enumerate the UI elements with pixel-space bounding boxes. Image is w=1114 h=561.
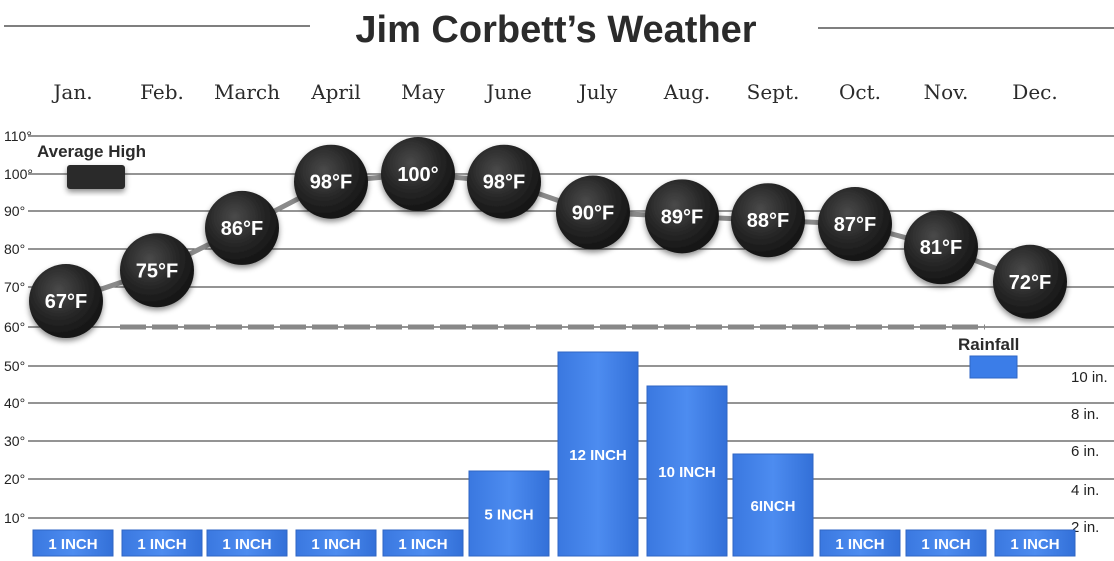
rain-bar-label: 12 INCH <box>569 447 627 464</box>
rain-tick-label: 8 in. <box>1071 406 1099 423</box>
rain-tick-label: 4 in. <box>1071 482 1099 499</box>
rain-bar-label: 1 INCH <box>1010 536 1059 553</box>
y-tick-label: 50° <box>4 358 25 374</box>
rain-bar <box>646 385 728 557</box>
rain-tick-label: 2 in. <box>1071 519 1099 536</box>
temperature-label: 89°F <box>661 206 703 228</box>
rain-bar-label: 1 INCH <box>311 536 360 553</box>
rain-bar-label: 6INCH <box>750 498 795 515</box>
y-tick-label: 100° <box>4 166 33 182</box>
month-label: Oct. <box>839 80 881 104</box>
temperature-marker <box>205 190 279 265</box>
rain-bar <box>32 529 114 557</box>
y-tick-label: 40° <box>4 395 25 411</box>
temperature-label: 75°F <box>136 260 178 282</box>
month-label: Feb. <box>140 80 184 104</box>
temperature-marker <box>120 233 194 308</box>
rain-bar <box>206 529 288 557</box>
rain-bar-label: 1 INCH <box>398 536 447 553</box>
rain-bar <box>819 529 901 557</box>
temperature-marker <box>467 144 541 219</box>
month-labels: Jan. Feb. March April May June July Aug. Sept. Oc… <box>51 80 1057 104</box>
temperature-marker <box>294 144 368 219</box>
rain-bar <box>382 529 464 557</box>
temperature-label: 67°F <box>45 291 87 313</box>
month-label: June <box>484 80 532 104</box>
rain-bar-label: 1 INCH <box>835 536 884 553</box>
temperature-label: 86°F <box>221 218 263 240</box>
rain-tick-label: 6 in. <box>1071 443 1099 460</box>
temperature-label: 72°F <box>1009 272 1051 294</box>
temperature-label: 81°F <box>920 237 962 259</box>
legend-rain-label: Rainfall <box>958 335 1019 354</box>
temperature-marker <box>381 137 455 211</box>
temperature-label: 90°F <box>572 203 614 225</box>
rain-bar-label: 1 INCH <box>48 536 97 553</box>
rain-bar <box>732 453 814 557</box>
y-tick-label: 70° <box>4 279 25 295</box>
rainfall-axis: 10 in. 8 in. 6 in. 4 in. 2 in. <box>1071 369 1108 536</box>
rain-bar <box>295 529 377 557</box>
rain-bar-label: 1 INCH <box>921 536 970 553</box>
temperature-marker <box>29 264 103 339</box>
temperature-label: 100° <box>397 164 438 186</box>
temperature-label: 88°F <box>747 210 789 232</box>
month-label: Sept. <box>747 80 800 104</box>
y-tick-label: 60° <box>4 319 25 335</box>
y-tick-label: 30° <box>4 433 25 449</box>
month-label: March <box>214 80 280 104</box>
month-label: April <box>310 80 361 104</box>
rain-bar <box>557 351 639 557</box>
temperature-label: 98°F <box>483 172 525 194</box>
temperature-label: 98°F <box>310 172 352 194</box>
month-label: Aug. <box>663 80 710 104</box>
y-tick-label: 110° <box>4 128 32 144</box>
temperature-label: 87°F <box>834 214 876 236</box>
temperature-axis: 110° 100° 90° 80° 70° 60° 50° 40° 30° 20° 10° <box>4 128 33 526</box>
chart-title: Jim Corbett’s Weather <box>355 9 756 51</box>
temperature-series: 67°F 75°F 86°F 98°F 100° 98°F 90°F 89°F 88°F 87°F… <box>29 137 1067 339</box>
legend-rain-swatch <box>969 355 1018 379</box>
temperature-marker <box>904 210 978 285</box>
rain-bar <box>994 529 1076 557</box>
y-tick-label: 80° <box>4 241 25 257</box>
temperature-marker <box>993 244 1067 319</box>
legend-high-swatch <box>67 165 125 189</box>
temperature-marker <box>556 175 630 250</box>
month-label: May <box>401 80 445 104</box>
legend-high-label: Average High <box>37 142 146 161</box>
y-tick-label: 90° <box>4 203 25 219</box>
rain-bar-label: 10 INCH <box>658 464 716 481</box>
temperature-marker <box>818 187 892 262</box>
rain-bar-label: 1 INCH <box>222 536 271 553</box>
y-tick-label: 10° <box>4 510 25 526</box>
rain-tick-label: 10 in. <box>1071 369 1108 386</box>
rain-bar <box>905 529 987 557</box>
month-label: Nov. <box>924 80 969 104</box>
month-label: July <box>577 80 618 104</box>
rain-bar-label: 1 INCH <box>137 536 186 553</box>
rain-bar-label: 5 INCH <box>484 507 533 524</box>
rain-bar <box>121 529 203 557</box>
y-tick-label: 20° <box>4 471 25 487</box>
temperature-marker <box>645 179 719 254</box>
rain-bar <box>468 470 550 557</box>
month-label: Jan. <box>51 80 92 104</box>
temperature-marker <box>731 183 805 258</box>
month-label: Dec. <box>1012 80 1057 104</box>
rainfall-bars: 1 INCH 1 INCH 1 INCH 1 INCH 1 INCH 5 INCH 12 I… <box>32 351 1076 557</box>
